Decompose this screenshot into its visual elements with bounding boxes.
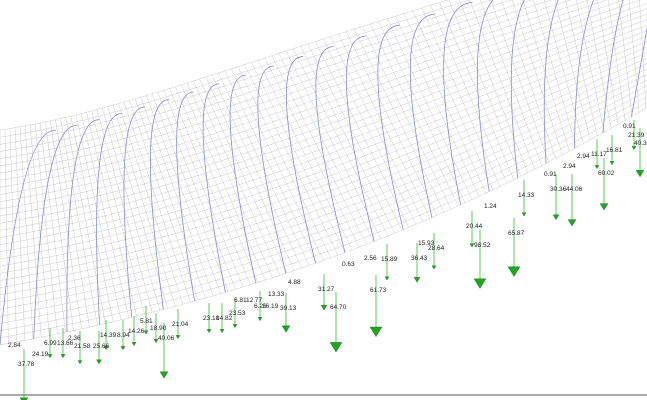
- mesh-line: [497, 0, 556, 158]
- reaction-label: 2.94: [577, 153, 590, 160]
- reaction-arrowhead: [132, 342, 136, 345]
- reaction-label: 5.81: [140, 318, 153, 325]
- tendon: [444, 2, 473, 204]
- reaction-arrowhead: [600, 204, 608, 210]
- reaction-label: 64.70: [330, 304, 347, 311]
- reaction-arrowhead: [78, 361, 82, 364]
- reaction-arrowhead: [568, 220, 576, 226]
- reaction-arrowhead: [508, 267, 520, 277]
- reaction-arrowhead: [370, 327, 382, 337]
- reaction-label: 0.91: [623, 123, 636, 130]
- reaction-arrowhead: [176, 335, 180, 338]
- reaction-arrowhead: [160, 372, 168, 378]
- reaction-label: 37.78: [18, 361, 35, 368]
- reaction-label: 25.66: [93, 343, 110, 350]
- tendon: [511, 0, 553, 178]
- reaction-label: 14.39: [100, 332, 117, 339]
- reaction-arrowhead: [282, 326, 290, 332]
- reaction-label: 2.94: [563, 163, 576, 170]
- reaction-arrowhead: [385, 277, 389, 280]
- mesh-line: [506, 0, 562, 155]
- reaction-arrowhead: [48, 354, 52, 357]
- reaction-arrowhead: [233, 324, 237, 327]
- reaction-arrowhead: [144, 331, 148, 334]
- reaction-arrowhead: [207, 329, 211, 332]
- reaction-arrowhead: [61, 354, 65, 357]
- reaction-arrowhead: [610, 161, 614, 164]
- tendon: [177, 92, 195, 301]
- reaction-label: 1.24: [484, 203, 497, 210]
- reaction-label: 30.36: [550, 186, 567, 193]
- reaction-label: 21.58: [74, 343, 91, 350]
- reaction-label: 16.19: [262, 303, 279, 310]
- reaction-label: 14.26: [128, 328, 145, 335]
- mesh-line: [0, 0, 647, 180]
- reaction-label: 0.63: [342, 261, 355, 268]
- reaction-arrowhead: [474, 279, 486, 289]
- reaction-arrowhead: [121, 346, 125, 349]
- reaction-label: 4.88: [288, 279, 301, 286]
- reaction-label: 15.89: [381, 256, 398, 263]
- reaction-label: 61.73: [370, 287, 387, 294]
- reaction-label: 2.84: [8, 342, 21, 349]
- reaction-label: 40.3: [634, 140, 647, 147]
- reaction-arrows: [20, 120, 644, 400]
- reaction-label: 11.17: [591, 151, 607, 158]
- reaction-arrowhead: [414, 277, 420, 282]
- reaction-label: 21.04: [172, 321, 189, 328]
- mesh-line: [0, 0, 647, 152]
- reaction-label: 20.44: [466, 223, 483, 230]
- reaction-arrowhead: [258, 317, 262, 320]
- reaction-label: 18.90: [150, 325, 167, 332]
- reaction-arrowhead: [321, 305, 327, 310]
- reaction-label: 23.53: [229, 310, 246, 317]
- model-view: 2.8437.7824.196.9913.662.3621.5825.6614.…: [0, 0, 647, 400]
- mesh-line: [569, 0, 604, 132]
- reaction-label: 2.56: [364, 255, 377, 262]
- reaction-label: 39.13: [280, 305, 297, 312]
- reaction-label: 14.33: [518, 192, 535, 199]
- mesh-line: [0, 0, 647, 159]
- reaction-arrowhead: [330, 342, 342, 352]
- reaction-label: 16.81: [606, 147, 623, 154]
- reaction-label: 98.52: [474, 242, 491, 249]
- mesh-line: [602, 0, 625, 120]
- reaction-label: 0.91: [544, 171, 557, 178]
- reaction-label: 6.99: [44, 340, 57, 347]
- reaction-arrowhead: [636, 170, 644, 176]
- reaction-label: 60.02: [598, 170, 615, 177]
- mesh-line: [0, 0, 647, 187]
- mesh-line: [0, 0, 647, 173]
- mesh-line: [591, 0, 618, 124]
- mesh-line: [625, 0, 639, 112]
- reaction-arrowhead: [220, 329, 224, 332]
- reaction-arrowhead: [97, 360, 102, 364]
- reaction-label: 24.19: [32, 351, 49, 358]
- reaction-label: 21.39: [628, 132, 645, 139]
- reaction-label: 36.43: [411, 255, 428, 262]
- reaction-arrowhead: [432, 266, 436, 269]
- reaction-label: 44.06: [566, 186, 583, 193]
- reaction-label: 65.87: [508, 230, 525, 237]
- reaction-label: 31.27: [318, 286, 335, 293]
- reaction-label: 40.06: [158, 335, 175, 342]
- reaction-arrowhead: [522, 213, 526, 216]
- reaction-label: 2.36: [68, 335, 81, 342]
- reaction-arrowhead: [595, 165, 599, 168]
- reaction-label: 28.64: [428, 245, 445, 252]
- reaction-label: 13.33: [268, 291, 285, 298]
- reaction-arrowhead: [553, 215, 559, 220]
- tendon: [67, 120, 100, 332]
